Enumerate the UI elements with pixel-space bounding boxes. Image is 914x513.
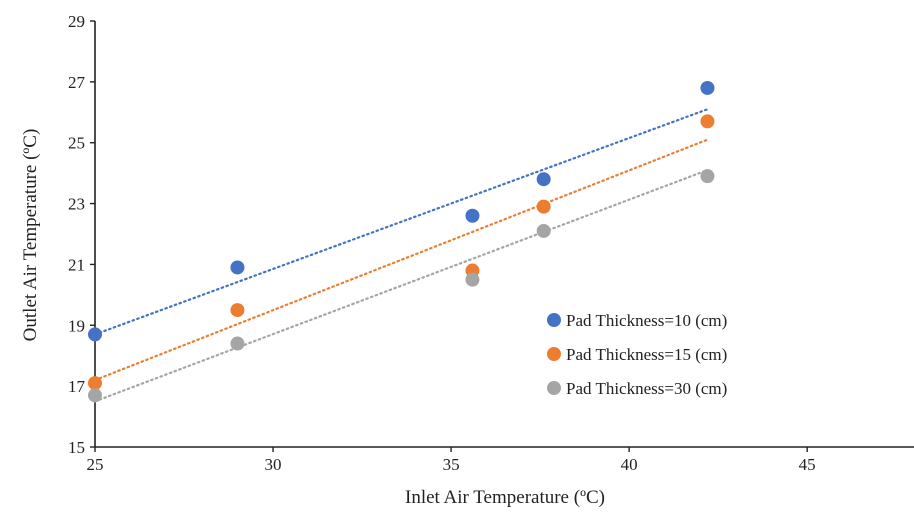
data-point xyxy=(88,388,102,403)
y-tick-label: 25 xyxy=(68,134,85,153)
data-point xyxy=(230,260,245,275)
x-axis-title: Inlet Air Temperature (ºC) xyxy=(405,487,605,508)
legend-label: Pad Thickness=10 (cm) xyxy=(566,311,727,330)
y-tick-label: 29 xyxy=(68,12,85,31)
legend-label: Pad Thickness=30 (cm) xyxy=(566,379,727,398)
legend-label: Pad Thickness=15 (cm) xyxy=(566,345,727,364)
y-tick-label: 17 xyxy=(68,377,86,396)
data-point xyxy=(230,336,245,351)
x-tick-label: 45 xyxy=(799,455,816,474)
legend-marker xyxy=(547,313,561,327)
trendline xyxy=(93,169,709,403)
y-tick-label: 27 xyxy=(68,73,86,92)
trendline xyxy=(93,108,709,336)
legend-marker xyxy=(547,347,561,361)
trendline xyxy=(93,138,709,382)
axes: 15 17 19 21 23 25 27 29 25 30 35 40 45 xyxy=(68,12,914,474)
x-tick-label: 25 xyxy=(87,455,104,474)
x-tick-label: 35 xyxy=(443,455,460,474)
data-point xyxy=(536,199,551,214)
data-point xyxy=(700,169,715,184)
x-tick-label: 30 xyxy=(265,455,282,474)
x-tick-label: 40 xyxy=(621,455,638,474)
data-point xyxy=(536,172,551,187)
data-point xyxy=(230,303,245,318)
legend: Pad Thickness=10 (cm) Pad Thickness=15 (c… xyxy=(547,311,727,398)
data-point xyxy=(465,208,480,223)
y-tick-label: 21 xyxy=(68,255,85,274)
data-point xyxy=(700,80,715,95)
y-tick-label: 19 xyxy=(68,316,85,335)
y-axis-title: Outlet Air Temperature (ºC) xyxy=(20,129,41,342)
trendlines xyxy=(93,108,709,403)
y-tick-label: 15 xyxy=(68,438,85,457)
legend-marker xyxy=(547,381,561,395)
data-point xyxy=(88,376,102,391)
y-tick-label: 23 xyxy=(68,195,85,214)
data-point xyxy=(536,223,551,238)
data-point xyxy=(88,327,102,342)
data-points xyxy=(88,80,715,403)
data-point xyxy=(700,114,715,129)
data-point xyxy=(465,272,480,287)
